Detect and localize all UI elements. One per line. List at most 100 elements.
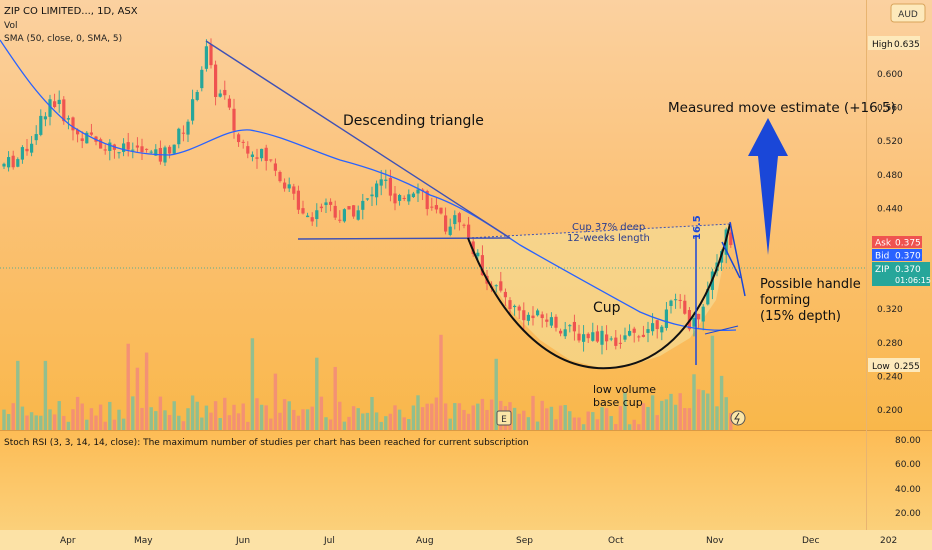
candle-body bbox=[99, 139, 103, 149]
handle-label-1: Possible handle bbox=[760, 277, 861, 292]
volume-bar bbox=[687, 408, 692, 430]
candle-body bbox=[223, 89, 227, 96]
volume-bar bbox=[678, 393, 682, 430]
candle-body bbox=[140, 146, 144, 153]
volume-bar bbox=[232, 404, 236, 430]
volume-bar bbox=[627, 424, 632, 430]
volume-bar bbox=[664, 399, 669, 430]
candle-body bbox=[80, 138, 84, 142]
candle-body bbox=[549, 317, 553, 326]
candle-body bbox=[678, 299, 682, 301]
candle-body bbox=[145, 148, 149, 150]
candle-body bbox=[434, 205, 438, 210]
chart-title: ZIP CO LIMITED..., 1D, ASX bbox=[4, 6, 138, 17]
price-tick-label: 0.320 bbox=[877, 305, 903, 315]
volume-bar bbox=[172, 401, 176, 430]
candle-body bbox=[536, 310, 540, 316]
volume-bar bbox=[333, 366, 337, 430]
candle-body bbox=[342, 209, 346, 222]
handle-label-2: forming bbox=[760, 293, 810, 308]
candle-body bbox=[439, 207, 443, 214]
candle-body bbox=[204, 46, 208, 69]
volume-bar bbox=[34, 415, 38, 430]
volume-bar bbox=[66, 421, 71, 430]
volume-bar bbox=[57, 401, 61, 430]
candle-body bbox=[200, 69, 204, 89]
time-axis: Apr May Jun Jul Aug Sep Oct Nov Dec 202 bbox=[60, 536, 897, 546]
volume-bar bbox=[568, 411, 572, 430]
candle-body bbox=[76, 129, 80, 135]
candle-body bbox=[554, 316, 558, 328]
vol-label: Vol bbox=[4, 21, 17, 31]
main-pane-bg bbox=[0, 0, 932, 430]
volume-bar bbox=[577, 417, 581, 430]
volume-bar bbox=[259, 404, 264, 430]
time-tick-label: Jul bbox=[323, 536, 335, 546]
candle-body bbox=[582, 334, 586, 342]
volume-bar bbox=[52, 414, 57, 430]
candle-body bbox=[572, 321, 576, 332]
candle-body bbox=[379, 179, 383, 186]
price-tick-label: 0.480 bbox=[877, 171, 903, 181]
volume-bar bbox=[204, 405, 209, 430]
candle-body bbox=[398, 195, 402, 201]
candle-body bbox=[706, 288, 710, 305]
volume-bar bbox=[328, 419, 333, 430]
volume-bar bbox=[135, 367, 140, 430]
candle-body bbox=[30, 143, 34, 153]
earnings-marker[interactable]: E bbox=[496, 410, 512, 426]
handle-line-upper bbox=[729, 221, 746, 297]
volume-bar bbox=[379, 421, 383, 430]
candle-body bbox=[701, 306, 705, 322]
volume-bar bbox=[683, 408, 687, 430]
candle-body bbox=[2, 163, 6, 167]
volume-bar bbox=[554, 419, 558, 430]
volume-bar bbox=[85, 419, 89, 430]
volume-bar bbox=[140, 407, 144, 430]
volume-bar bbox=[586, 411, 590, 430]
candle-body bbox=[444, 215, 448, 232]
volume-bar bbox=[701, 390, 705, 430]
candle-body bbox=[264, 147, 268, 161]
candle-body bbox=[292, 186, 296, 194]
volume-bar bbox=[117, 409, 121, 430]
volume-bar bbox=[11, 403, 15, 430]
candle-body bbox=[526, 314, 530, 321]
candle-body bbox=[513, 305, 517, 308]
volume-bar bbox=[62, 415, 66, 430]
volume-bar bbox=[154, 411, 158, 430]
volume-bar bbox=[94, 415, 98, 430]
volume-bar bbox=[273, 373, 278, 430]
volume-bar bbox=[416, 395, 420, 430]
cup-shaded-area bbox=[468, 224, 730, 368]
candle-body bbox=[375, 183, 379, 198]
candle-body bbox=[595, 331, 599, 342]
time-axis-bg bbox=[0, 530, 932, 550]
volume-bar bbox=[618, 406, 623, 430]
candle-body bbox=[600, 330, 604, 345]
volume-bar bbox=[209, 412, 213, 430]
volume-bar bbox=[558, 405, 563, 430]
candle-body bbox=[517, 306, 521, 311]
volume-bar bbox=[388, 413, 393, 430]
candle-body bbox=[609, 338, 613, 340]
candle-body bbox=[352, 205, 356, 217]
volume-bar bbox=[540, 400, 544, 430]
candle-body bbox=[338, 219, 342, 221]
candle-body bbox=[416, 189, 420, 194]
volume-bar bbox=[535, 421, 540, 430]
volume-bar bbox=[632, 419, 636, 430]
candle-body bbox=[540, 314, 544, 319]
candle-body bbox=[131, 149, 135, 151]
volume-bar bbox=[89, 408, 94, 430]
currency-button[interactable]: AUD bbox=[890, 3, 926, 23]
volume-bar bbox=[706, 393, 710, 430]
volume-bar bbox=[512, 407, 517, 430]
volume-bar bbox=[315, 357, 319, 430]
volume-bar bbox=[595, 419, 600, 430]
svg-text:0.635: 0.635 bbox=[894, 40, 920, 50]
candle-body bbox=[430, 206, 434, 208]
volume-bar bbox=[25, 415, 29, 430]
dividend-marker-icon[interactable] bbox=[730, 410, 746, 426]
candle-body bbox=[278, 171, 282, 182]
